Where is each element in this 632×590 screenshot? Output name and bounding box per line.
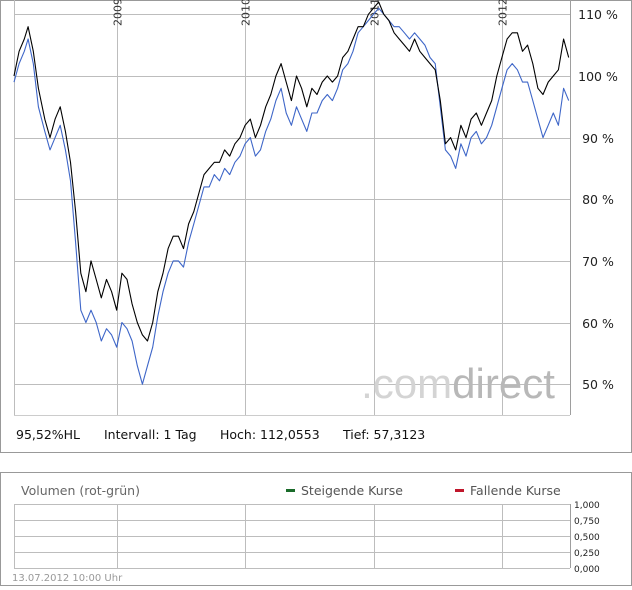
y-tick-label: 60 % xyxy=(582,316,614,331)
y-tick-label: 110 % xyxy=(578,7,618,22)
y-tick-label: 100 % xyxy=(578,69,618,84)
series-group xyxy=(13,1,570,385)
legend-falling-swatch xyxy=(455,489,464,492)
legend-rising-label: Steigende Kurse xyxy=(301,483,403,498)
info-bar: 95,52%HL Intervall: 1 Tag Hoch: 112,0553… xyxy=(0,425,632,445)
legend-falling: Fallende Kurse xyxy=(455,483,561,498)
volume-y-tick-label: 0,500 xyxy=(574,533,600,543)
volume-grid xyxy=(14,504,571,569)
volume-y-tick-label: 0,750 xyxy=(574,517,600,527)
volume-y-axis-ticks: 1,000 0,750 0,500 0,250 0,000 xyxy=(574,501,600,575)
x-tick-label: 2012 xyxy=(497,0,510,26)
legend-rising-swatch xyxy=(286,489,295,492)
volume-title: Volumen (rot-grün) xyxy=(21,483,140,498)
y-tick-label: 90 % xyxy=(582,131,614,146)
main-grid xyxy=(14,0,571,415)
volume-y-tick-label: 1,000 xyxy=(574,501,600,511)
low-value: Tief: 57,3123 xyxy=(343,427,426,442)
x-axis-ticks: 2009 2010 2011 2012 xyxy=(112,0,510,26)
volume-y-tick-label: 0,250 xyxy=(574,549,600,559)
volume-y-tick-label: 0,000 xyxy=(574,565,600,575)
y-tick-label: 80 % xyxy=(582,192,614,207)
y-tick-label: 70 % xyxy=(582,254,614,269)
legend-falling-label: Fallende Kurse xyxy=(470,483,561,498)
series-label: 95,52%HL xyxy=(16,427,81,442)
y-tick-label: 50 % xyxy=(582,377,614,392)
series-line xyxy=(13,7,570,385)
watermark: .comdirect xyxy=(361,360,555,407)
x-tick-label: 2010 xyxy=(240,0,253,26)
x-tick-label: 2009 xyxy=(112,0,125,26)
interval-label: Intervall: 1 Tag xyxy=(104,427,197,442)
legend-rising: Steigende Kurse xyxy=(286,483,403,498)
y-axis-ticks: 50 % 60 % 70 % 80 % 90 % 100 % 110 % xyxy=(578,7,618,392)
high-value: Hoch: 112,0553 xyxy=(220,427,320,442)
timestamp: 13.07.2012 10:00 Uhr xyxy=(12,573,123,584)
series-line xyxy=(13,1,570,342)
